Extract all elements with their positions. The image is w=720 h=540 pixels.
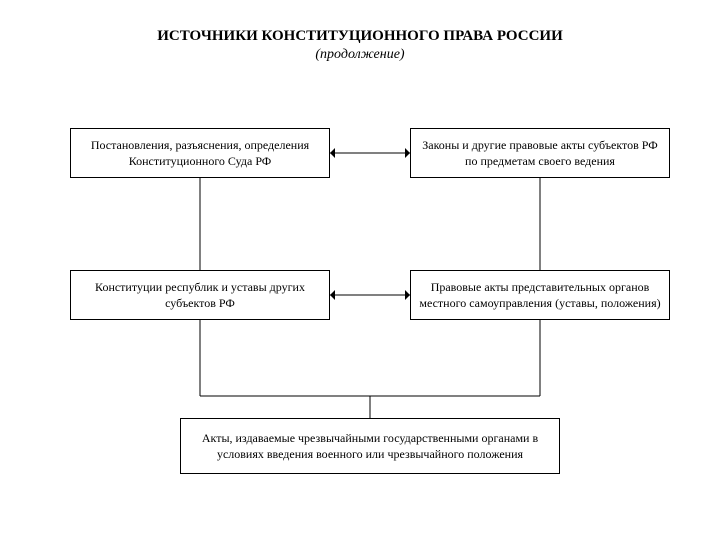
node-n5: Акты, издаваемые чрезвычайными государст… [180,418,560,474]
diagram-title: ИСТОЧНИКИ КОНСТИТУЦИОННОГО ПРАВА РОССИИ [0,28,720,45]
node-n2: Законы и другие правовые акты субъектов … [410,128,670,178]
node-n3: Конституции республик и уставы других су… [70,270,330,320]
node-n4: Правовые акты представительных органов м… [410,270,670,320]
diagram-subtitle: (продолжение) [0,47,720,63]
title-block: ИСТОЧНИКИ КОНСТИТУЦИОННОГО ПРАВА РОССИИ … [0,0,720,63]
node-n1: Постановления, разъяснения, определения … [70,128,330,178]
